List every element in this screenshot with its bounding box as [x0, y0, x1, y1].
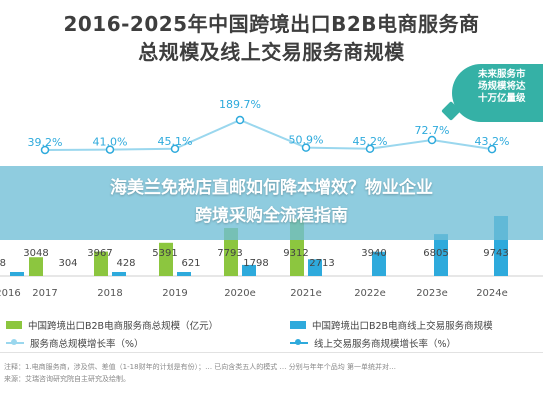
- bar-total: [29, 257, 43, 276]
- x-tick-label: 2017: [32, 288, 57, 299]
- legend-label: 中国跨境出口B2B电商线上交易服务商规模: [312, 321, 493, 332]
- x-tick-label: 2016: [0, 288, 21, 299]
- growth-value-label: 72.7%: [415, 124, 450, 137]
- bar-value-label: 304: [58, 258, 77, 269]
- bar-online: [177, 272, 191, 276]
- bar-value-label: 621: [181, 258, 200, 269]
- growth-value-label: 45.2%: [353, 135, 388, 148]
- footnote-line2: 来源：艾瑞咨询研究院自主研究及绘制。: [4, 375, 130, 383]
- legend-swatch: [290, 321, 306, 329]
- legend-swatch: [6, 339, 24, 345]
- bar-value-label: 2713: [309, 258, 334, 269]
- bar-total: [159, 242, 173, 276]
- callout-line: 未来服务市: [478, 69, 526, 80]
- bar-value-label: 1798: [243, 258, 268, 269]
- growth-value-label: 45.1%: [158, 135, 193, 148]
- chart-title-line1: 2016-2025年中国跨境出口B2B电商服务商: [63, 12, 480, 36]
- future-market-callout: 未来服务市 场规模将达 十万亿量级: [452, 64, 543, 122]
- legend-label: 服务商总规模增长率（%）: [30, 339, 144, 350]
- growth-value-label: 39.2%: [28, 136, 63, 149]
- bar-value-label: 6805: [423, 248, 448, 259]
- x-tick-label: 2020e: [224, 288, 256, 299]
- callout-line: 场规模将达: [478, 81, 526, 92]
- growth-point: [365, 144, 375, 154]
- growth-value-label: 41.0%: [93, 136, 128, 149]
- growth-value-label: 189.7%: [219, 98, 261, 111]
- x-tick-label: 2021e: [290, 288, 322, 299]
- growth-point: [301, 143, 311, 152]
- growth-point: [487, 144, 497, 154]
- legend-swatch: [290, 339, 308, 345]
- legend-label: 线上交易服务商规模增长率（%）: [314, 339, 457, 350]
- growth-point: [40, 145, 50, 155]
- chart-area: 2016 2017 2018 2019 2020e 2021e 2022e 2023e 2024…: [0, 98, 543, 299]
- x-tick-label: 2024e: [476, 288, 508, 299]
- bar-value-label: 7793: [217, 248, 242, 259]
- footnote-line1: 注释：1.电商服务商，涉及供、差值（1-18财年的计划是有份）；… 已向含类五人…: [4, 363, 396, 371]
- bar-value-label: 3967: [87, 248, 112, 259]
- bar-total: [94, 251, 108, 276]
- banner-line2: 跨境采购全流程指南: [195, 206, 348, 226]
- callout-line: 十万亿量级: [478, 93, 526, 104]
- legend-swatch: [6, 321, 22, 329]
- banner-line1: 海美兰免税店直邮如何降本增效？物业企业: [110, 178, 433, 198]
- legend-item-total-scale: 中国跨境出口B2B电商服务商总规模（亿元）: [6, 318, 218, 332]
- overlay-banner[interactable]: 海美兰免税店直邮如何降本增效？物业企业 跨境采购全流程指南: [0, 166, 543, 240]
- growth-point: [105, 145, 115, 154]
- chart-title-line2: 总规模及线上交易服务商规模: [138, 40, 405, 64]
- bar-value-label: 9312: [283, 248, 308, 259]
- chart-legend: 中国跨境出口B2B电商服务商总规模（亿元） 中国跨境出口B2B电商线上交易服务商…: [0, 312, 543, 352]
- bar-value-label: 428: [116, 258, 135, 269]
- bar-total: [224, 228, 238, 276]
- x-tick-label: 2019: [162, 288, 187, 299]
- bar-online: [372, 251, 386, 276]
- x-tick-label: 2022e: [354, 288, 386, 299]
- bar-value-label: 9743: [483, 248, 508, 259]
- x-tick-label: 2023e: [416, 288, 448, 299]
- x-tick-label: 2018: [97, 288, 122, 299]
- bar-online: [434, 234, 448, 276]
- growth-point: [170, 144, 180, 154]
- legend-item-online-scale: 中国跨境出口B2B电商线上交易服务商规模: [290, 318, 493, 332]
- bar-value-label: 8: [0, 258, 6, 269]
- growth-value-label: 43.2%: [475, 135, 510, 148]
- legend-item-online-growth: 线上交易服务商规模增长率（%）: [290, 336, 456, 350]
- growth-point: [427, 135, 437, 145]
- bar-value-label: 3940: [361, 248, 386, 259]
- bar-value-label: 5391: [152, 248, 177, 259]
- bar-online: [10, 272, 24, 276]
- bar-online: [242, 264, 256, 276]
- bar-value-label: 3048: [23, 248, 48, 259]
- bar-online: [308, 259, 322, 276]
- growth-point: [235, 115, 245, 125]
- legend-label: 中国跨境出口B2B电商服务商总规模（亿元）: [28, 321, 219, 332]
- bar-online: [112, 272, 126, 276]
- legend-item-total-growth: 服务商总规模增长率（%）: [6, 336, 144, 350]
- divider: [0, 352, 543, 353]
- growth-line-total: [44, 118, 493, 151]
- growth-value-label: 50.9%: [289, 134, 324, 147]
